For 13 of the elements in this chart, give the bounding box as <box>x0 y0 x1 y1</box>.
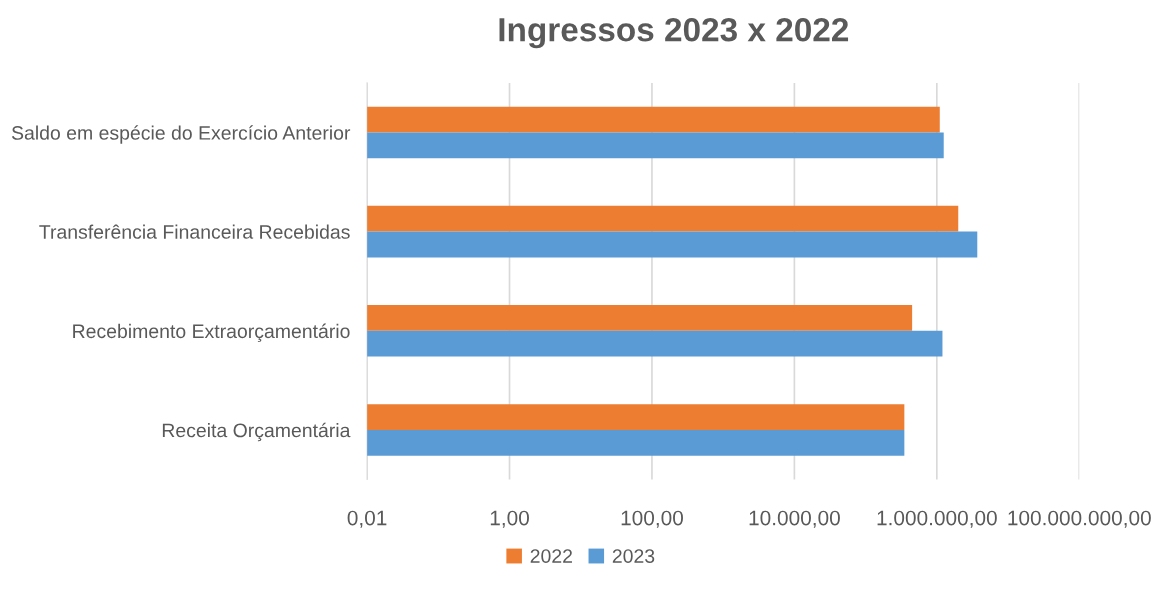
legend-label: 2023 <box>612 549 655 563</box>
y-tick-label: Recebimento Extraorçamentário <box>73 323 350 343</box>
x-tick-label: 1.000.000,00 <box>877 510 997 528</box>
chart-title: Ingressos 2023 x 2022 <box>499 17 849 49</box>
x-tick-label: 100,00 <box>621 510 683 528</box>
x-tick-label: 0,01 <box>347 510 387 528</box>
x-tick-label: 100.000.000,00 <box>1008 510 1151 528</box>
legend-label: 2022 <box>530 549 572 563</box>
y-tick-label: Saldo em espécie do Exercício Anterior <box>11 125 351 144</box>
x-tick-label: 1,00 <box>490 510 529 528</box>
y-tick-label: Receita Orçamentária <box>162 422 351 442</box>
x-tick-label: 10.000,00 <box>749 510 840 528</box>
y-tick-label: Transferência Financeira Recebidas <box>39 224 350 239</box>
